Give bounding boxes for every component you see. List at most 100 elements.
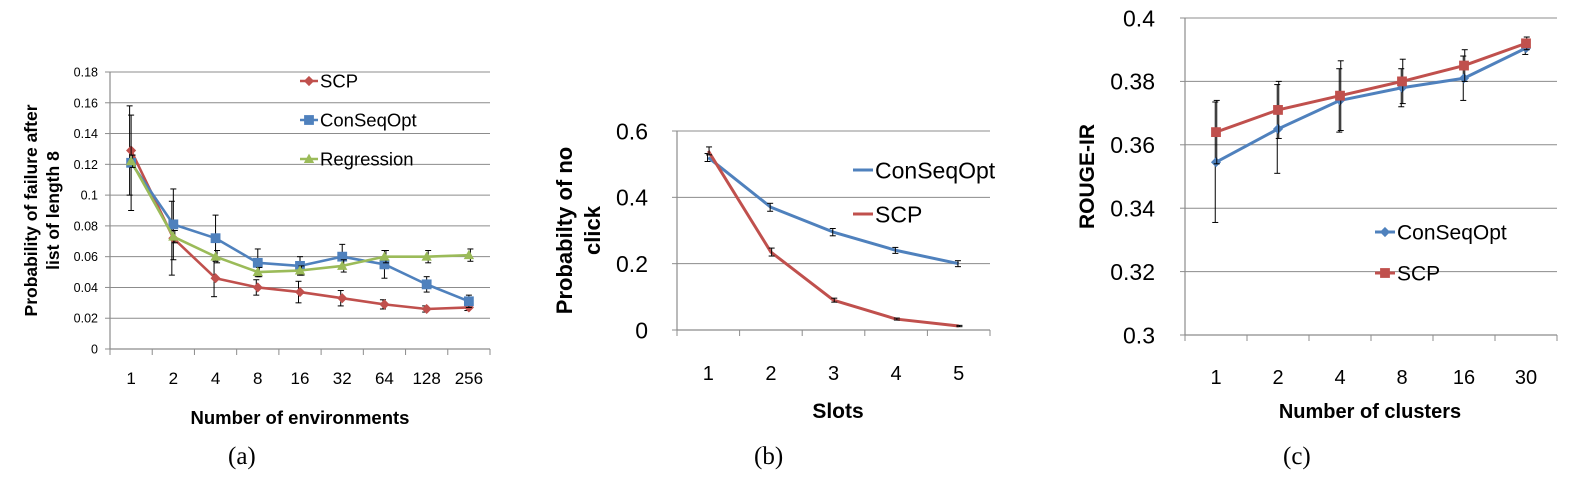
- y-axis-title-line: Probability of failure after: [21, 104, 41, 316]
- marker-square: [168, 219, 179, 230]
- x-tick-label: 128: [412, 369, 440, 388]
- y-tick-label: 0.14: [74, 127, 98, 141]
- y-tick-label: 0.4: [616, 185, 648, 211]
- panel-caption-a: (a): [228, 443, 256, 470]
- y-axis-title: Probabilty of no click: [552, 147, 605, 314]
- y-axis-title-line: list of length 8: [43, 151, 63, 270]
- series-line: [1215, 41, 1527, 134]
- marker-diamond: [303, 75, 315, 87]
- x-tick-label: 2: [169, 369, 178, 388]
- y-tick-label: 0.16: [74, 96, 98, 110]
- marker-square: [1211, 127, 1221, 138]
- chart-panel-b: 0 0.2 0.4 0.6 1 2 3 4 5 Slots Probabilty of no clic…: [552, 118, 996, 423]
- legend-label: Regression: [320, 149, 414, 170]
- marker-diamond: [1458, 73, 1470, 84]
- y-tick-label: 0.02: [74, 312, 98, 326]
- marker-diamond: [1272, 123, 1284, 135]
- marker-square: [421, 279, 432, 290]
- series-conseqopt: [1210, 41, 1532, 223]
- x-tick-label: 1: [126, 369, 135, 388]
- marker-square: [1335, 90, 1345, 101]
- marker-triangle: [210, 251, 221, 261]
- legend-label: SCP: [1397, 263, 1440, 286]
- y-tick-label: 0.18: [74, 66, 98, 80]
- panel-caption-b: (b): [754, 443, 784, 470]
- x-tick-label: 1: [1210, 367, 1221, 389]
- y-axis-title: ROUGE-IR: [1076, 124, 1099, 229]
- marker-square: [1380, 268, 1390, 278]
- marker-square: [1397, 76, 1407, 87]
- series-line: [129, 160, 469, 274]
- y-tick-label: 0.6: [616, 118, 648, 144]
- marker-diamond: [210, 273, 221, 284]
- y-tick-label: 0.08: [74, 219, 98, 233]
- y-tick-label: 0.3: [1123, 322, 1155, 348]
- x-axis-title: Number of clusters: [1279, 401, 1461, 423]
- x-axis-title: Number of environments: [191, 407, 410, 428]
- marker-square: [379, 259, 390, 270]
- legend: ConSeqOpt SCP: [853, 157, 996, 227]
- y-axis-title: Probability of failure after list of leng…: [21, 104, 63, 316]
- chart-panel-c: 0.3 0.32 0.34 0.36 0.38 0.4 1 2 4 8 16 30 Number of …: [1076, 5, 1558, 423]
- legend-item: ConSeqOpt: [853, 157, 996, 183]
- marker-triangle: [125, 155, 137, 166]
- y-axis-title-line: Probabilty of no: [552, 147, 577, 314]
- marker-square: [252, 257, 263, 268]
- legend-item: Regression: [300, 149, 414, 170]
- x-tick-label: 3: [828, 363, 839, 385]
- legend-item: ConSeqOpt: [1375, 222, 1507, 245]
- series-line: [1215, 46, 1527, 164]
- marker-diamond: [1379, 226, 1391, 238]
- series-scp: [1211, 36, 1531, 165]
- marker-triangle: [303, 153, 315, 164]
- x-tick-label: 16: [291, 369, 310, 388]
- series-line: [707, 150, 959, 328]
- series-line: [707, 156, 960, 266]
- y-tick-label: 0.38: [1110, 69, 1155, 95]
- panel-caption-c: (c): [1283, 443, 1311, 470]
- y-tick-label: 0.36: [1110, 132, 1155, 158]
- marker-triangle: [294, 265, 306, 275]
- marker-triangle: [168, 231, 179, 241]
- y-tick-label: 0.12: [74, 158, 98, 172]
- y-tick-label: 0.2: [616, 251, 648, 277]
- marker-square: [210, 233, 221, 244]
- y-tick-label: 0: [635, 317, 648, 343]
- legend-label: ConSeqOpt: [320, 110, 417, 131]
- marker-square: [1273, 105, 1283, 115]
- y-tick-label: 0.06: [74, 250, 98, 264]
- marker-square: [1459, 60, 1469, 71]
- marker-square: [1521, 38, 1531, 49]
- legend: SCP ConSeqOpt Regression: [300, 71, 417, 170]
- x-tick-label: 2: [765, 363, 776, 385]
- marker-diamond: [421, 303, 432, 315]
- marker-triangle: [421, 251, 432, 261]
- x-tick-label: 4: [1334, 367, 1345, 389]
- series-line: [129, 149, 469, 311]
- series-line: [130, 162, 470, 303]
- series-regression: [125, 154, 475, 278]
- marker-triangle: [379, 251, 390, 261]
- y-tick-label: 0.04: [74, 281, 98, 295]
- x-tick-label: 8: [1396, 367, 1407, 389]
- legend-label: SCP: [875, 201, 922, 227]
- x-tick-label: 5: [953, 363, 964, 385]
- x-tick-label: 32: [333, 369, 352, 388]
- x-tick-label: 2: [1272, 367, 1283, 389]
- y-tick-label: 0.4: [1123, 5, 1155, 31]
- marker-diamond: [337, 293, 348, 304]
- legend-item: SCP: [853, 201, 922, 227]
- marker-triangle: [463, 249, 475, 260]
- y-tick-label: 0: [91, 343, 98, 357]
- legend-label: ConSeqOpt: [1397, 222, 1507, 245]
- legend: ConSeqOpt SCP: [1375, 222, 1507, 286]
- x-tick-label: 4: [211, 369, 220, 388]
- legend-item: ConSeqOpt: [300, 110, 417, 131]
- y-axis-title-line: ROUGE-IR: [1076, 124, 1099, 229]
- x-axis-title: Slots: [812, 400, 863, 423]
- x-tick-label: 64: [375, 369, 394, 388]
- marker-diamond: [294, 286, 306, 298]
- y-tick-label: 0.1: [81, 189, 98, 203]
- x-tick-label: 16: [1453, 367, 1475, 389]
